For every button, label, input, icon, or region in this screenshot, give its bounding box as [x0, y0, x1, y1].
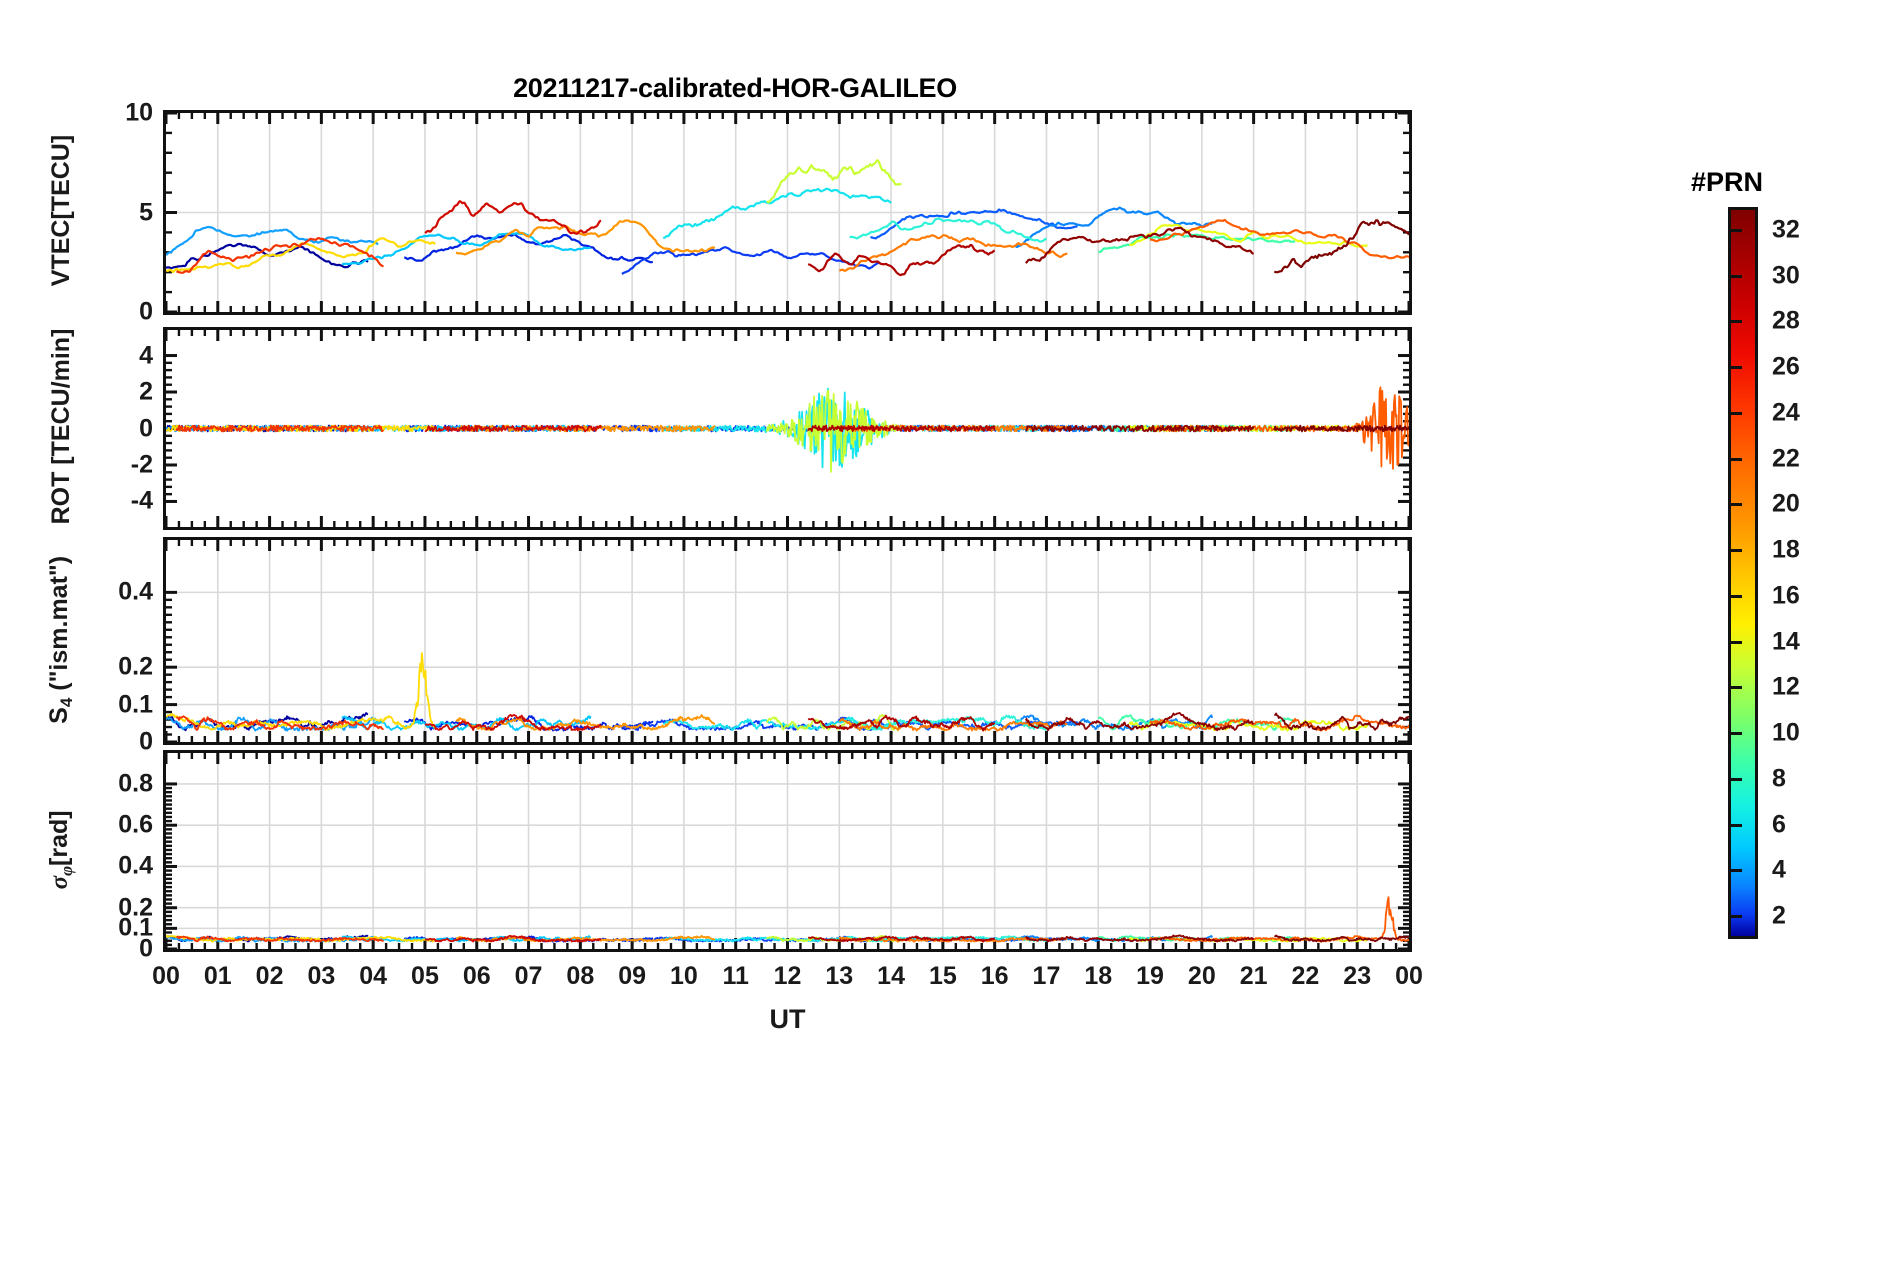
colorbar-tick-18: 18	[1772, 535, 1800, 564]
colorbar-tick-12: 12	[1772, 672, 1800, 701]
colorbar-tickmark-22	[1730, 457, 1742, 461]
y-tick-vtec-0: 0	[139, 297, 153, 326]
colorbar-tickmark-18	[1730, 549, 1742, 553]
x-tick-18-18: 18	[1084, 962, 1113, 990]
x-tick-07-7: 07	[514, 962, 543, 990]
x-tick-12-12: 12	[773, 962, 802, 990]
colorbar-tick-14: 14	[1772, 627, 1800, 656]
x-tick-04-4: 04	[359, 962, 388, 990]
x-tick-02-2: 02	[255, 962, 284, 990]
colorbar-tick-6: 6	[1772, 810, 1786, 839]
colorbar-tick-22: 22	[1772, 444, 1800, 473]
x-tick-19-19: 19	[1136, 962, 1164, 990]
colorbar-tickmark-26	[1730, 366, 1742, 370]
y-tick-s4-2: 0.2	[118, 652, 153, 681]
x-tick-15-15: 15	[928, 962, 957, 990]
y-tick-rot-1: -2	[130, 450, 153, 479]
x-tick-08-8: 08	[566, 962, 595, 990]
y-axis-label-rot: ROT [TECU/min]	[46, 328, 75, 524]
y-tick-sigma-0: 0	[139, 934, 153, 963]
colorbar-tickmark-2	[1730, 915, 1742, 919]
x-tick-23-23: 23	[1343, 962, 1372, 990]
y-tick-rot-2: 0	[139, 414, 153, 442]
colorbar-tickmark-16	[1730, 594, 1742, 598]
x-tick-22-22: 22	[1291, 962, 1320, 990]
colorbar-tick-2: 2	[1772, 901, 1786, 930]
x-tick-06-6: 06	[462, 962, 491, 990]
plot-panel-vtec[interactable]	[163, 110, 1412, 315]
colorbar-tick-24: 24	[1772, 398, 1800, 427]
y-tick-s4-3: 0.4	[118, 577, 153, 606]
colorbar-title: #PRN	[1691, 167, 1764, 197]
colorbar-tick-8: 8	[1772, 764, 1786, 793]
colorbar-tick-26: 26	[1772, 352, 1800, 381]
y-tick-sigma-2: 0.2	[118, 893, 153, 922]
colorbar-tickmark-8	[1730, 777, 1742, 781]
y-axis-label-sigma: σφ[rad]	[45, 810, 76, 890]
figure-title: 20211217-calibrated-HOR-GALILEO	[513, 73, 957, 103]
y-tick-sigma-5: 0.8	[118, 769, 153, 798]
colorbar-tickmark-4	[1730, 869, 1742, 873]
colorbar-tick-4: 4	[1772, 855, 1786, 884]
y-tick-sigma-3: 0.4	[118, 851, 153, 880]
colorbar-tick-32: 32	[1772, 215, 1800, 244]
y-tick-vtec-1: 5	[139, 198, 153, 226]
colorbar-tickmark-12	[1730, 686, 1742, 690]
colorbar-tick-28: 28	[1772, 306, 1800, 335]
x-tick-11-11: 11	[722, 962, 749, 990]
y-tick-rot-0: -4	[130, 486, 153, 515]
plot-panel-s4[interactable]	[163, 537, 1412, 745]
x-tick-14-14: 14	[877, 962, 905, 990]
x-tick-13-13: 13	[825, 962, 854, 990]
y-tick-sigma-4: 0.6	[118, 810, 153, 839]
colorbar-tickmark-14	[1730, 640, 1742, 644]
x-tick-05-5: 05	[411, 962, 439, 990]
x-tick-01-1: 01	[203, 962, 232, 990]
colorbar-tick-10: 10	[1772, 718, 1800, 747]
colorbar-tick-30: 30	[1772, 261, 1800, 290]
colorbar-tickmark-20	[1730, 503, 1742, 507]
colorbar-tickmark-30	[1730, 274, 1742, 278]
plot-panel-sigma[interactable]	[163, 750, 1412, 952]
colorbar-tickmark-32	[1730, 228, 1742, 232]
y-tick-sigma-1: 0.1	[118, 913, 153, 942]
y-tick-rot-3: 2	[139, 377, 153, 406]
colorbar-tickmark-24	[1730, 411, 1742, 415]
y-tick-vtec-2: 10	[125, 98, 153, 127]
colorbar-tick-16: 16	[1772, 581, 1800, 610]
x-tick-21-21: 21	[1239, 962, 1268, 990]
colorbar-tickmark-28	[1730, 320, 1742, 324]
colorbar-prn[interactable]	[1728, 207, 1758, 939]
y-tick-s4-1: 0.1	[118, 690, 153, 719]
y-axis-label-vtec: VTEC[TECU]	[46, 134, 75, 286]
x-tick-09-9: 09	[618, 962, 647, 990]
y-axis-label-s4: S4 ("ism.mat")	[45, 555, 76, 724]
x-tick-00-24: 00	[1395, 962, 1423, 990]
colorbar-tickmark-6	[1730, 823, 1742, 827]
x-tick-20-20: 20	[1187, 962, 1216, 990]
y-tick-s4-0: 0	[139, 727, 153, 756]
x-tick-00-0: 00	[152, 962, 180, 990]
x-tick-16-16: 16	[980, 962, 1009, 990]
x-tick-17-17: 17	[1032, 962, 1061, 990]
colorbar-tickmark-10	[1730, 732, 1742, 736]
x-axis-label: UT	[769, 1004, 806, 1034]
x-tick-10-10: 10	[670, 962, 698, 990]
x-tick-03-3: 03	[307, 962, 336, 990]
plot-panel-rot[interactable]	[163, 327, 1412, 530]
colorbar-tick-20: 20	[1772, 489, 1800, 518]
y-tick-rot-4: 4	[139, 341, 153, 370]
